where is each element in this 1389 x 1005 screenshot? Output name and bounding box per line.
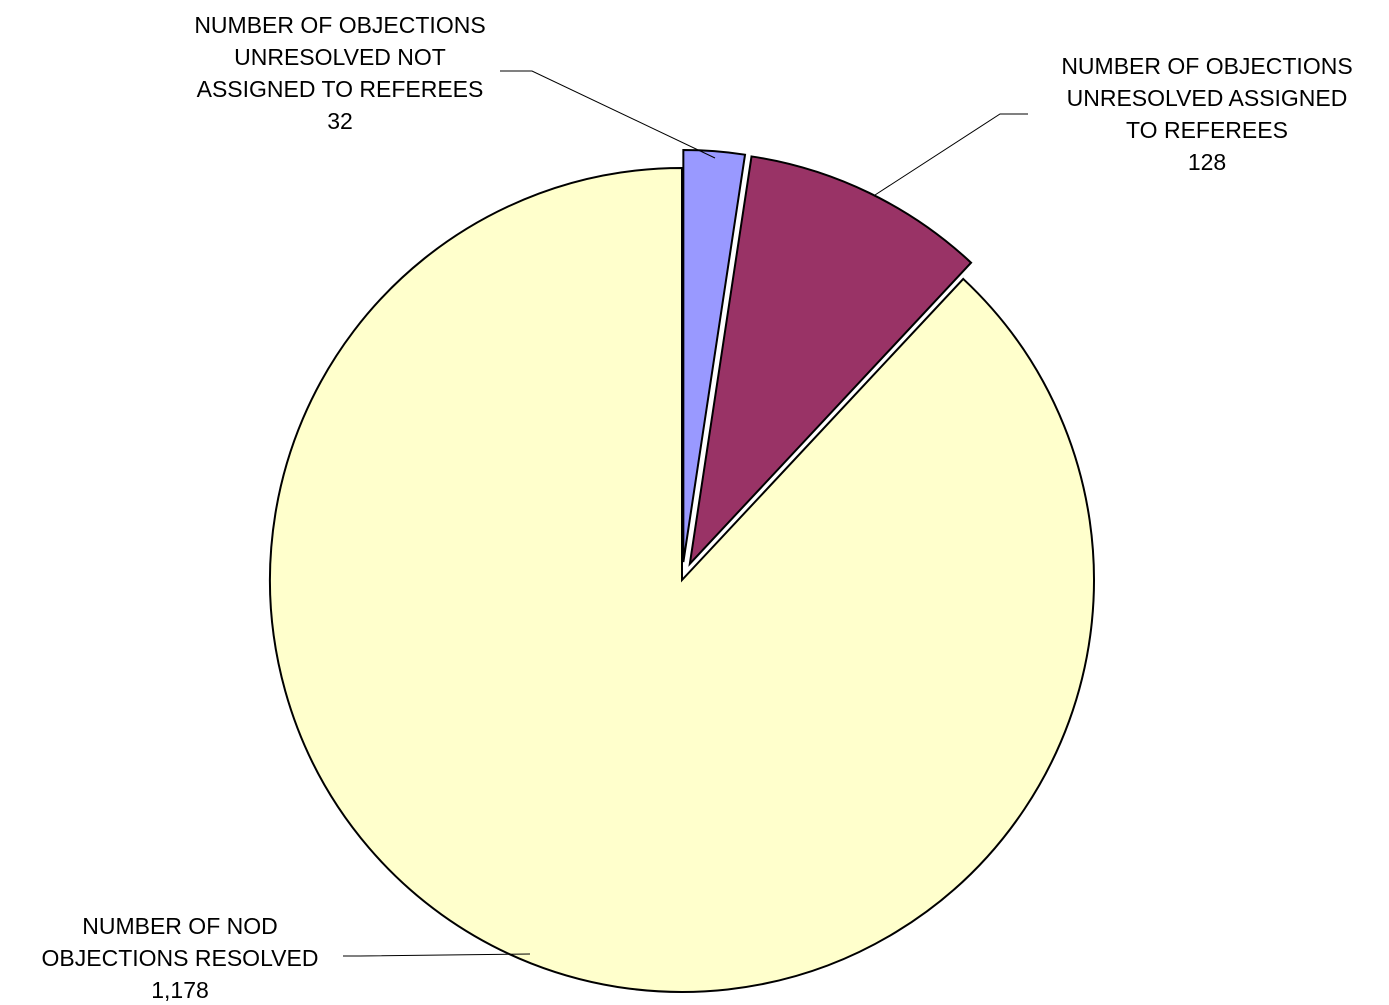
pie-slice-3 [269,166,1096,993]
leader-line-3 [343,953,531,957]
slice-category-label-3: OBJECTIONS RESOLVED [42,945,319,971]
slice-value-label-3: 1,178 [151,977,209,1003]
slice-value-label-1: 32 [327,108,353,134]
slice-value-label-2: 128 [1188,149,1226,175]
pie-slice-2 [688,155,973,567]
leader-line-1 [500,70,716,159]
slice-category-label-3: NUMBER OF NOD [82,913,278,939]
slice-category-label-2: NUMBER OF OBJECTIONS [1061,53,1352,79]
slice-category-label-2: TO REFEREES [1126,117,1288,143]
leader-line-2 [874,113,1028,196]
slice-category-label-1: UNRESOLVED NOT [234,44,446,70]
pie-slice-1 [682,149,747,563]
slice-category-label-1: NUMBER OF OBJECTIONS [194,12,485,38]
slice-category-label-1: ASSIGNED TO REFEREES [197,76,484,102]
slice-category-label-2: UNRESOLVED ASSIGNED [1067,85,1348,111]
